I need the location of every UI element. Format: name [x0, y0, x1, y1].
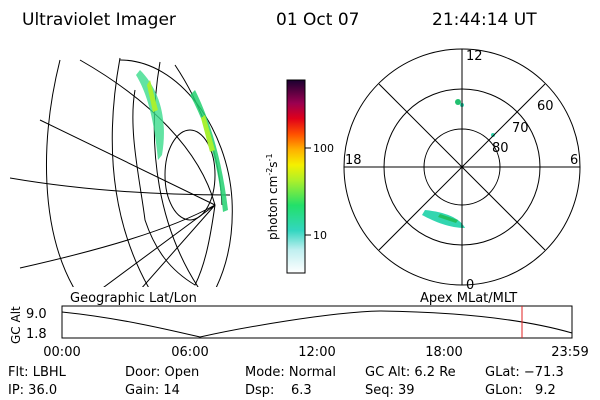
unit: s: [266, 161, 280, 167]
footer-field: GLon: 9.2: [485, 383, 556, 398]
altitude-frame: [61, 305, 573, 339]
polar-plot: [343, 48, 581, 286]
exponent: -2: [265, 168, 274, 176]
mlt-label: 18: [345, 153, 362, 168]
footer-field: IP: 36.0: [8, 383, 57, 398]
footer-field: Mode: Normal: [245, 365, 336, 380]
time-tick-label: 23:59: [551, 345, 588, 360]
time-tick-label: 18:00: [425, 345, 462, 360]
colorbar-tick-label: 10: [313, 229, 327, 242]
colorbar-label: photon cm-2s-1: [265, 153, 280, 240]
globe-map: [10, 57, 233, 287]
altitude-tick-label: 9.0: [26, 307, 47, 322]
map-label: Geographic Lat/Lon: [70, 291, 197, 306]
colorbar-tick-label: 100: [313, 142, 334, 155]
footer-field: Door: Open: [125, 365, 199, 380]
unit: photon cm: [266, 176, 280, 240]
date: 01 Oct 07: [276, 10, 359, 30]
footer: Flt: LBHL Door: Open Mode: Normal GC Alt: 6…: [8, 365, 564, 398]
colorbar: [286, 79, 306, 274]
footer-field: Flt: LBHL: [8, 365, 67, 380]
title: Ultraviolet Imager: [22, 10, 176, 30]
footer-field: Gain: 14: [125, 383, 180, 398]
mlt-label: 0: [466, 278, 474, 293]
altitude-tick-label: 1.8: [26, 327, 47, 342]
exponent: -1: [265, 153, 274, 161]
footer-field: Seq: 39: [365, 383, 415, 398]
time: 21:44:14 UT: [432, 10, 537, 30]
altitude-axis-label: GC Alt: [9, 306, 23, 344]
footer-field: GC Alt: 6.2 Re: [365, 365, 456, 380]
mlt-label: 6: [570, 153, 578, 168]
time-tick-label: 06:00: [171, 345, 208, 360]
footer-field: GLat: −71.3: [485, 365, 564, 380]
time-tick-label: 12:00: [298, 345, 335, 360]
mlat-label: 80: [492, 141, 509, 156]
mlat-label: 60: [537, 99, 554, 114]
time-tick-label: 00:00: [43, 345, 80, 360]
mlt-label: 12: [466, 49, 483, 64]
map-label: Apex MLat/MLT: [420, 291, 517, 306]
altitude-curve: [61, 310, 573, 338]
mlat-label: 70: [512, 121, 529, 136]
footer-field: Dsp: 6.3: [245, 383, 312, 398]
